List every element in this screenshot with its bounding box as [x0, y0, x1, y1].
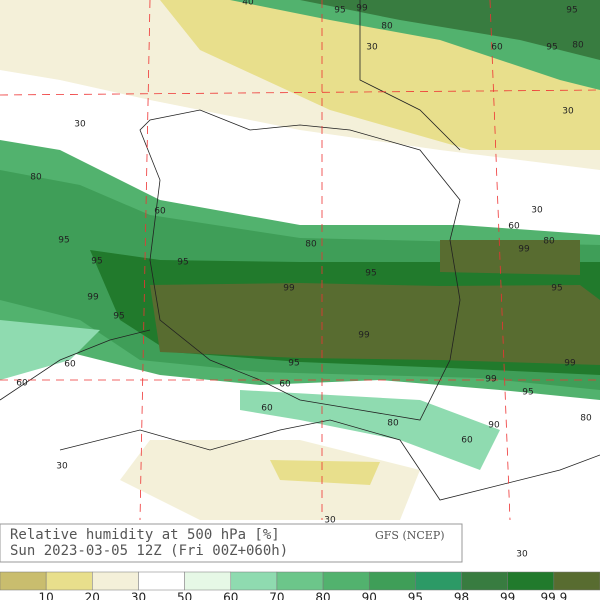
contour-label: 30: [531, 206, 543, 216]
contour-label: 95: [522, 388, 533, 398]
contour-label: 80: [580, 414, 592, 424]
contour-label: 95: [566, 6, 577, 16]
contour-label: 80: [387, 419, 399, 429]
colorbar-swatch: [322, 571, 370, 591]
contour-label: 60: [261, 404, 273, 414]
colorbar-swatch: [138, 571, 185, 591]
colorbar-label: 90: [362, 591, 377, 601]
graticule: [0, 0, 600, 521]
contour-label: 99: [283, 284, 295, 294]
colorbar-label: 30: [131, 591, 146, 601]
colorbar-swatch: [45, 571, 93, 591]
colorbar-label: 95: [408, 591, 423, 601]
colorbar-label: 70: [269, 591, 284, 601]
contour-label: 95: [551, 284, 562, 294]
contour-label: 99: [518, 245, 530, 255]
colorbar-swatch: [0, 571, 47, 591]
contour-label: 30: [516, 550, 528, 560]
contour-label: 99: [564, 359, 576, 369]
contour-label: 30: [56, 462, 68, 472]
contour-label: 80: [30, 173, 42, 183]
colorbar-swatch: [461, 571, 508, 591]
colorbar-swatch: [553, 571, 600, 591]
contour-label: 60: [279, 380, 291, 390]
contour-label: 90: [488, 421, 500, 431]
contour-label: 60: [154, 207, 166, 217]
contour-label: 80: [572, 41, 584, 51]
contour-label: 60: [64, 360, 76, 370]
contour-label: 60: [508, 222, 520, 232]
colorbar-label: 98: [454, 591, 469, 601]
contour-label: 30: [562, 107, 574, 117]
colorbar-label: 20: [85, 591, 100, 601]
colorbar-label: 60: [223, 591, 238, 601]
contour-label: 99: [485, 375, 497, 385]
colorbar-swatch: [184, 571, 232, 591]
humidity-field: [0, 0, 600, 520]
colorbar-swatch: [230, 571, 278, 591]
contour-label: 95: [91, 257, 102, 267]
contour-label: 60: [16, 379, 28, 389]
caption-title: Relative humidity at 500 hPa [%]: [10, 527, 280, 543]
contour-label: 40: [242, 0, 254, 8]
colorbar-swatch: [92, 571, 139, 591]
colorbar-label: 99: [500, 591, 515, 601]
caption-box: [0, 523, 463, 563]
contour-label: 95: [113, 312, 124, 322]
contour-label: 30: [74, 120, 86, 130]
colorbar-label: 50: [177, 591, 192, 601]
model-name: GFS (NCEP): [375, 529, 445, 542]
contour-label: 95: [334, 6, 345, 16]
contour-label: 60: [491, 43, 503, 53]
contour-label: 80: [381, 22, 393, 32]
contour-label: 95: [177, 258, 188, 268]
colorbar-label: 99.9: [540, 591, 567, 601]
colorbar-label: 10: [39, 591, 54, 601]
contour-label: 60: [461, 436, 473, 446]
contour-label: 80: [305, 240, 317, 250]
contour-label: 99: [358, 331, 370, 341]
caption-subtitle: Sun 2023-03-05 12Z (Fri 00Z+060h): [10, 543, 288, 559]
contour-label: 99: [356, 4, 368, 14]
colorbar-swatch: [415, 571, 462, 591]
contour-label: 30: [324, 516, 336, 526]
contour-label: 30: [366, 43, 378, 53]
colorbar-label: 80: [315, 591, 330, 601]
contour-label: 99: [87, 293, 99, 303]
contour-label: 95: [546, 43, 557, 53]
contour-label: 95: [288, 359, 299, 369]
contour-label: 95: [58, 236, 69, 246]
colorbar-swatch: [507, 571, 555, 591]
contour-label: 80: [543, 237, 555, 247]
colorbar-swatch: [276, 571, 324, 591]
contour-label: 95: [365, 269, 376, 279]
colorbar-swatch: [368, 571, 416, 591]
